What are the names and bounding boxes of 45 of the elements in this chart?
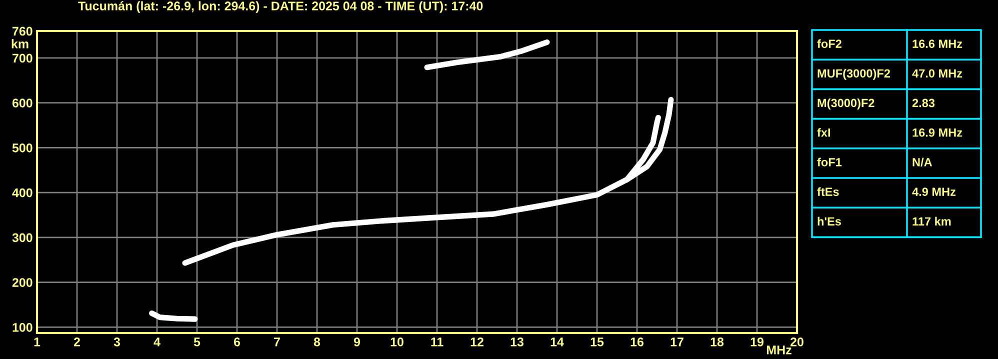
y-tick-label: 700 (12, 54, 32, 63)
text: 2.83 (912, 98, 935, 108)
y-tick-label: 600 (12, 98, 32, 108)
x-tick-label: 2 (74, 337, 80, 346)
y-tick-label: 760 (12, 26, 32, 36)
x-tick-label: 4 (154, 338, 160, 346)
y-tick-label: 400 (12, 188, 32, 198)
x-tick-label: 18 (710, 337, 724, 346)
y-tick-label: 200 (12, 278, 32, 287)
x-tick-label: 20 (790, 337, 804, 346)
text: M(3000)F2 (818, 98, 874, 110)
y-tick-label: 500 (12, 143, 32, 152)
x-tick-label: 11 (431, 338, 444, 346)
text: 117 km (912, 216, 951, 226)
x-tick-label: 19 (750, 337, 764, 346)
x-tick-label: 16 (630, 337, 644, 346)
x-tick-label: 8 (314, 337, 320, 346)
text: h'Es (818, 216, 841, 226)
text: 16.9 MHz (912, 128, 962, 137)
x-tick-label: 3 (114, 337, 120, 346)
x-tick-label: 13 (510, 337, 524, 346)
x-tick-label: 15 (590, 338, 604, 346)
chart-title: Tucumán (lat: -26.9, lon: 294.6) - DATE: 2025 04 08 - TIME (UT): 17:40 (78, 1, 483, 13)
x-tick-label: 7 (274, 338, 280, 346)
y-tick-label: 100 (12, 322, 32, 332)
y-axis-title: km (12, 39, 28, 48)
y-tick-label: 300 (12, 233, 32, 242)
text: 16.6 MHz (912, 40, 962, 48)
x-tick-label: 9 (354, 337, 360, 346)
x-axis-title: MHz (766, 346, 792, 354)
text: foF2 (817, 39, 842, 48)
text: 47.0 MHz (912, 69, 962, 78)
x-tick-label: 17 (670, 338, 684, 346)
text: ftEs (817, 187, 839, 196)
text: fxI (817, 128, 830, 137)
text: 4.9 MHz (912, 188, 956, 196)
x-tick-label: 6 (234, 337, 240, 346)
x-tick-label: 14 (550, 338, 564, 346)
x-tick-label: 10 (390, 337, 404, 346)
text: MUF(3000)F2 (818, 68, 890, 80)
x-tick-label: 12 (470, 337, 484, 346)
x-tick-label: 1 (34, 338, 40, 346)
text: foF1 (817, 158, 842, 166)
x-tick-label: 5 (194, 338, 200, 346)
text: N/A (912, 158, 932, 166)
